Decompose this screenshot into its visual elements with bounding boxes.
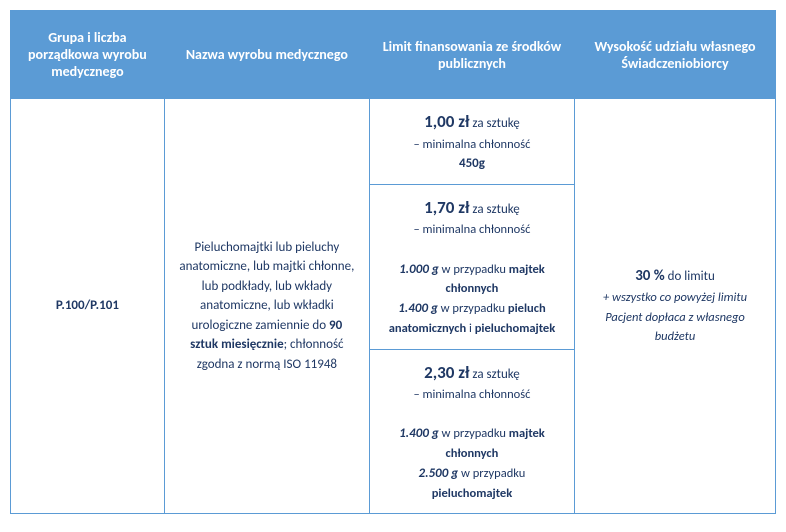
w1-2: 1.000 g (399, 262, 439, 277)
c2c-2: i (466, 321, 475, 336)
c1a-2: w przypadku (439, 262, 509, 277)
header-col2: Nazwa wyrobu medycznego (164, 11, 369, 99)
price-2: 1,70 zł (424, 197, 469, 218)
c2a-2: w przypadku (438, 301, 508, 316)
limit-tier-1: 1,00 zł za sztukę – minimalna chłonność … (369, 99, 574, 185)
header-col4: Wysokość udziału własnego Świadczeniobio… (575, 11, 776, 99)
pricing-table: Grupa i liczba porządkowa wyrobu medyczn… (10, 10, 776, 514)
price-1: 1,00 zł (424, 111, 469, 132)
header-col1: Grupa i liczba porządkowa wyrobu medyczn… (11, 11, 165, 99)
share-rest: do limitu (665, 269, 715, 284)
product-description: Pieluchomajtki lub pieluchy anatomiczne,… (164, 99, 369, 514)
per-2: za sztukę (469, 202, 519, 217)
line2-1: – minimalna chłonność (413, 137, 530, 152)
line2-2: – minimalna chłonność (413, 222, 530, 237)
w2-3: 2.500 g (419, 466, 459, 481)
per-1: za sztukę (469, 116, 519, 131)
weight-1: 450g (459, 156, 485, 171)
c2b-3: pieluchomajtek (432, 486, 513, 501)
header-row: Grupa i liczba porządkowa wyrobu medyczn… (11, 11, 776, 99)
w2-2: 1.400 g (398, 301, 438, 316)
share-pct: 30 % (635, 267, 665, 285)
patient-share: 30 % do limitu + wszystko co powyżej lim… (575, 99, 776, 514)
w1-3: 1.400 g (399, 426, 439, 441)
c2a-3: w przypadku (458, 466, 525, 481)
share-sub: + wszystko co powyżej limitu Pacjent dop… (603, 290, 747, 345)
limit-tier-3: 2,30 zł za sztukę – minimalna chłonność … (369, 349, 574, 514)
line2-3: – minimalna chłonność (413, 387, 530, 402)
per-3: za sztukę (469, 367, 519, 382)
table-row: P.100/P.101 Pieluchomajtki lub pieluchy … (11, 99, 776, 185)
c2d-2: pieluchomajtek (475, 321, 556, 336)
c1a-3: w przypadku (439, 426, 509, 441)
header-col3: Limit finansowania ze środków publicznyc… (369, 11, 574, 99)
limit-tier-2: 1,70 zł za sztukę – minimalna chłonność … (369, 184, 574, 349)
product-code: P.100/P.101 (11, 99, 165, 514)
price-3: 2,30 zł (424, 362, 469, 383)
